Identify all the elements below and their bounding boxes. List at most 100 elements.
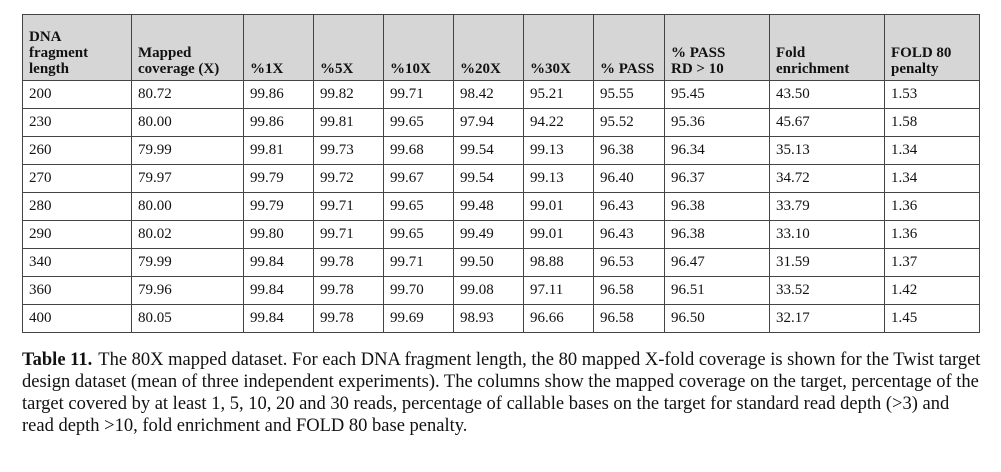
table-cell: 99.01 [523, 220, 594, 249]
header-line: % PASS [671, 45, 726, 61]
table-cell: 1.34 [884, 164, 980, 193]
table-cell: 35.13 [769, 136, 885, 165]
header-cell: %20X [453, 14, 524, 81]
table-cell: 95.36 [664, 108, 770, 137]
table-cell: 99.78 [313, 248, 384, 277]
table-cell: 360 [22, 276, 132, 305]
table-cell: 96.38 [593, 136, 665, 165]
caption-label: Table 11. [22, 350, 93, 370]
table-cell: 99.86 [243, 108, 314, 137]
table-cell: 280 [22, 192, 132, 221]
table-cell: 43.50 [769, 80, 885, 109]
table-cell: 79.99 [131, 248, 244, 277]
table-cell: 200 [22, 80, 132, 109]
table-row: 290 80.02 99.80 99.71 99.65 99.49 99.01 96.43 96… [22, 220, 980, 249]
header-line: Mapped [138, 45, 192, 61]
table-cell: 99.84 [243, 304, 314, 333]
table-cell: 99.49 [453, 220, 524, 249]
table-cell: 98.42 [453, 80, 524, 109]
table-cell: 99.86 [243, 80, 314, 109]
header-line: fragment [29, 45, 89, 61]
table-cell: 98.93 [453, 304, 524, 333]
table-cell: 1.36 [884, 192, 980, 221]
table-cell: 99.69 [383, 304, 454, 333]
table-cell: 33.52 [769, 276, 885, 305]
table-cell: 97.94 [453, 108, 524, 137]
table-row: 260 79.99 99.81 99.73 99.68 99.54 99.13 96.38 96… [22, 136, 980, 165]
table-cell: 99.54 [453, 164, 524, 193]
header-cell: Mapped coverage (X) [131, 14, 244, 81]
table-row: 360 79.96 99.84 99.78 99.70 99.08 97.11 96.58 96… [22, 276, 980, 305]
table-cell: 99.73 [313, 136, 384, 165]
header-line: %1X [250, 61, 284, 77]
table-cell: 99.67 [383, 164, 454, 193]
table-cell: 99.13 [523, 136, 594, 165]
table-cell: 1.37 [884, 248, 980, 277]
table-cell: 99.71 [383, 80, 454, 109]
table-cell: 99.71 [313, 220, 384, 249]
table-cell: 79.99 [131, 136, 244, 165]
table-cell: 290 [22, 220, 132, 249]
header-cell: FOLD 80 penalty [884, 14, 980, 81]
table-cell: 99.01 [523, 192, 594, 221]
table-cell: 99.13 [523, 164, 594, 193]
table-cell: 96.38 [664, 192, 770, 221]
table-cell: 45.67 [769, 108, 885, 137]
table-cell: 94.22 [523, 108, 594, 137]
header-line: %30X [530, 61, 571, 77]
table-cell: 95.21 [523, 80, 594, 109]
table-cell: 96.47 [664, 248, 770, 277]
table-cell: 99.81 [243, 136, 314, 165]
table-cell: 95.55 [593, 80, 665, 109]
table-cell: 99.71 [383, 248, 454, 277]
header-cell: %30X [523, 14, 594, 81]
table-cell: 96.58 [593, 276, 665, 305]
table-cell: 96.53 [593, 248, 665, 277]
table-cell: 1.34 [884, 136, 980, 165]
table-cell: 96.34 [664, 136, 770, 165]
table-cell: 99.65 [383, 108, 454, 137]
table-cell: 99.79 [243, 164, 314, 193]
table-cell: 34.72 [769, 164, 885, 193]
table-cell: 1.42 [884, 276, 980, 305]
table-cell: 99.81 [313, 108, 384, 137]
table-cell: 99.70 [383, 276, 454, 305]
table-cell: 99.50 [453, 248, 524, 277]
header-row: DNA fragment length Mapped coverage (X) %1X %5… [22, 14, 980, 81]
header-line: DNA [29, 29, 62, 45]
header-cell: % PASS [593, 14, 665, 81]
table-cell: 32.17 [769, 304, 885, 333]
table-cell: 96.37 [664, 164, 770, 193]
header-line: %5X [320, 61, 354, 77]
table-cell: 99.71 [313, 192, 384, 221]
table-cell: 80.05 [131, 304, 244, 333]
table-cell: 95.45 [664, 80, 770, 109]
table-cell: 99.82 [313, 80, 384, 109]
table-cell: 230 [22, 108, 132, 137]
header-line: coverage (X) [138, 61, 220, 77]
caption-text: The 80X mapped dataset. For each DNA fra… [22, 350, 981, 436]
table-cell: 99.54 [453, 136, 524, 165]
table-cell: 99.48 [453, 192, 524, 221]
table-cell: 96.51 [664, 276, 770, 305]
table-cell: 99.78 [313, 304, 384, 333]
table-cell: 99.84 [243, 276, 314, 305]
header-cell: %10X [383, 14, 454, 81]
header-cell: % PASS RD > 10 [664, 14, 770, 81]
table-cell: 95.52 [593, 108, 665, 137]
table-cell: 96.43 [593, 220, 665, 249]
table-cell: 99.65 [383, 220, 454, 249]
table-cell: 260 [22, 136, 132, 165]
table-cell: 99.72 [313, 164, 384, 193]
table-cell: 99.08 [453, 276, 524, 305]
table-cell: 99.78 [313, 276, 384, 305]
data-table: DNA fragment length Mapped coverage (X) %1X %5… [22, 14, 980, 333]
table-cell: 99.65 [383, 192, 454, 221]
table-cell: 99.79 [243, 192, 314, 221]
header-cell: Fold enrichment [769, 14, 885, 81]
header-cell: DNA fragment length [22, 14, 132, 81]
table-row: 270 79.97 99.79 99.72 99.67 99.54 99.13 96.40 96… [22, 164, 980, 193]
table-cell: 80.00 [131, 108, 244, 137]
table-row: 280 80.00 99.79 99.71 99.65 99.48 99.01 96.43 96… [22, 192, 980, 221]
table-cell: 96.66 [523, 304, 594, 333]
